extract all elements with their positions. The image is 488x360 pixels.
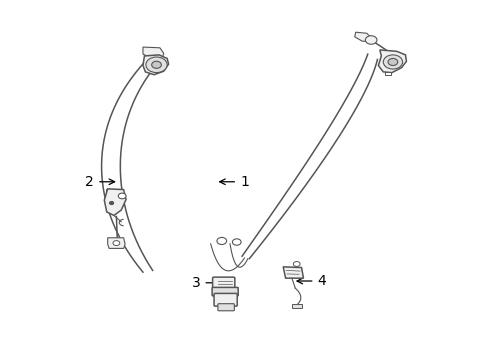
Text: 3: 3 — [191, 276, 221, 290]
Circle shape — [232, 239, 241, 245]
Polygon shape — [283, 267, 303, 278]
FancyBboxPatch shape — [292, 304, 302, 308]
Polygon shape — [142, 47, 163, 58]
Circle shape — [387, 58, 397, 66]
Polygon shape — [354, 32, 371, 42]
Circle shape — [217, 238, 226, 244]
Circle shape — [365, 36, 376, 44]
Circle shape — [383, 55, 402, 69]
Text: 2: 2 — [85, 175, 114, 189]
Polygon shape — [107, 238, 125, 248]
Polygon shape — [378, 50, 406, 73]
FancyBboxPatch shape — [384, 72, 390, 75]
Circle shape — [113, 240, 120, 246]
FancyBboxPatch shape — [212, 287, 238, 296]
Polygon shape — [142, 55, 168, 75]
FancyBboxPatch shape — [214, 293, 237, 306]
Circle shape — [109, 202, 113, 204]
Circle shape — [293, 261, 300, 266]
Text: 4: 4 — [296, 274, 325, 288]
FancyBboxPatch shape — [218, 304, 234, 311]
Circle shape — [151, 61, 161, 68]
Text: 1: 1 — [219, 175, 248, 189]
Circle shape — [145, 57, 167, 73]
Polygon shape — [104, 189, 126, 215]
FancyBboxPatch shape — [212, 277, 234, 290]
Circle shape — [118, 193, 126, 199]
